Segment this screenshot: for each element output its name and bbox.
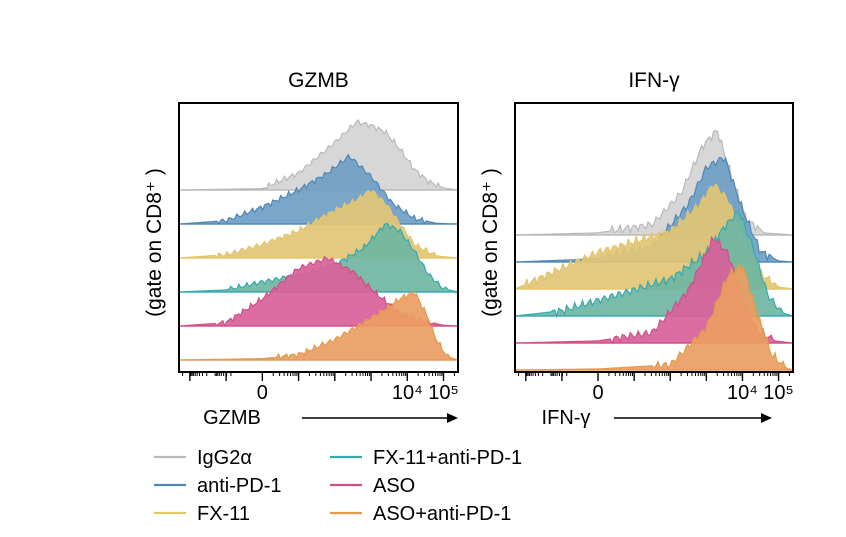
histogram-igg2-	[515, 129, 793, 236]
legend-label: IgG2α	[197, 447, 252, 469]
y-axis-label: (gate on CD8⁺ )	[479, 168, 502, 317]
x-axis-label: IFN-γ	[542, 407, 591, 429]
panel-title: IFN-γ	[628, 69, 680, 92]
arrowhead	[447, 413, 458, 423]
x-axis-label: GZMB	[203, 407, 261, 429]
x-axis-ticks	[182, 372, 455, 381]
legend-label: ASO	[373, 475, 415, 497]
plot-frame	[178, 102, 459, 373]
legend: IgG2α anti-PD-1 FX-11 FX-11+anti-PD-1 ASO ASO…	[154, 447, 522, 525]
panel-title: GZMB	[288, 69, 349, 92]
x-tick-label: 10⁵	[763, 382, 794, 404]
legend-label: anti-PD-1	[197, 475, 281, 497]
x-tick-label: 10⁴	[727, 382, 758, 404]
x-tick-label: 10⁵	[428, 382, 459, 404]
x-tick-label: 10⁴	[392, 382, 423, 404]
arrowhead	[761, 413, 772, 423]
legend-label: FX-11	[197, 503, 250, 525]
panel-ifng: IFN-γ (gate on CD8⁺ ) 0 10⁴ 10⁵ IFN-γ	[479, 69, 794, 429]
legend-label: ASO+anti-PD-1	[373, 503, 511, 525]
y-axis-label: (gate on CD8⁺ )	[143, 168, 166, 317]
plot-area	[515, 129, 793, 371]
x-axis-ticks	[518, 372, 790, 381]
plot-area	[179, 119, 458, 361]
x-tick-label: 0	[257, 382, 268, 404]
legend-label: FX-11+anti-PD-1	[373, 447, 522, 469]
histogram-aso-anti-pd-1	[179, 290, 458, 361]
plot-frame	[514, 102, 794, 373]
panel-gzmb: GZMB (gate on CD8⁺ ) 0 10⁴ 10⁵ GZMB	[143, 69, 459, 429]
histogram-igg2-	[179, 119, 458, 191]
x-tick-label: 0	[592, 382, 603, 404]
